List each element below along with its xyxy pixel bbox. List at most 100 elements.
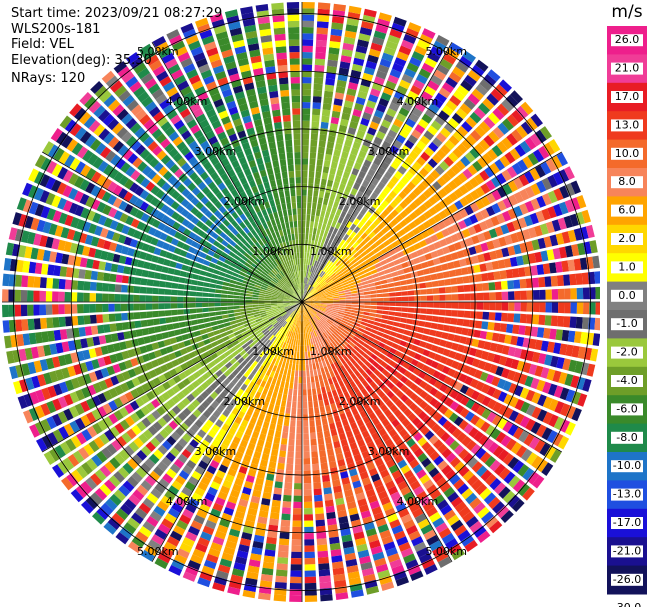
velocity-gate xyxy=(249,553,262,562)
velocity-gate xyxy=(174,231,183,240)
velocity-gate xyxy=(258,293,266,297)
velocity-gate xyxy=(428,467,440,478)
velocity-gate xyxy=(203,559,217,570)
velocity-gate xyxy=(146,279,154,287)
velocity-gate xyxy=(396,112,407,123)
velocity-gate xyxy=(96,282,103,292)
velocity-gate xyxy=(319,307,326,311)
velocity-gate xyxy=(308,170,315,178)
velocity-gate xyxy=(197,257,205,264)
velocity-gate xyxy=(425,315,433,322)
velocity-gate xyxy=(215,284,223,290)
velocity-gate xyxy=(353,218,360,226)
velocity-gate xyxy=(411,129,422,140)
velocity-gate xyxy=(463,423,474,435)
velocity-gate xyxy=(208,293,215,298)
velocity-gate xyxy=(97,215,107,226)
velocity-gate xyxy=(223,377,231,386)
velocity-gate xyxy=(424,146,435,157)
velocity-gate xyxy=(319,216,324,224)
velocity-gate xyxy=(442,420,453,431)
velocity-gate xyxy=(245,302,253,305)
velocity-gate xyxy=(303,408,308,415)
velocity-gate xyxy=(87,153,99,166)
velocity-gate xyxy=(326,320,333,326)
velocity-gate xyxy=(575,273,583,285)
velocity-gate xyxy=(475,418,486,429)
velocity-gate xyxy=(511,268,520,278)
velocity-gate xyxy=(248,330,255,336)
velocity-gate xyxy=(260,344,267,351)
velocity-gate xyxy=(353,251,360,259)
velocity-gate xyxy=(82,349,91,360)
velocity-gate xyxy=(163,371,172,380)
velocity-gate xyxy=(438,199,448,209)
velocity-gate xyxy=(62,200,73,212)
velocity-gate xyxy=(385,340,394,347)
velocity-gate xyxy=(270,397,276,405)
velocity-gate xyxy=(287,317,292,323)
velocity-gate xyxy=(383,239,391,247)
velocity-gate xyxy=(424,274,432,282)
velocity-gate xyxy=(323,258,329,266)
velocity-gate xyxy=(369,500,380,510)
velocity-gate xyxy=(210,481,221,491)
velocity-gate xyxy=(205,377,214,386)
velocity-gate xyxy=(536,327,545,338)
velocity-gate xyxy=(221,552,234,562)
velocity-gate xyxy=(495,249,504,259)
velocity-gate xyxy=(284,476,293,483)
velocity-gate xyxy=(480,208,490,219)
velocity-gate xyxy=(347,179,355,188)
velocity-gate xyxy=(303,458,311,465)
velocity-gate xyxy=(474,143,486,155)
velocity-gate xyxy=(337,426,345,435)
velocity-gate xyxy=(140,177,151,188)
velocity-gate xyxy=(398,323,406,329)
velocity-gate xyxy=(337,288,345,292)
velocity-gate xyxy=(502,210,512,222)
velocity-gate xyxy=(328,173,335,181)
velocity-gate xyxy=(283,305,291,308)
velocity-gate xyxy=(181,448,192,459)
velocity-gate xyxy=(228,580,242,590)
velocity-gate xyxy=(292,312,297,319)
velocity-gate xyxy=(346,565,359,574)
velocity-gate xyxy=(264,549,276,557)
velocity-gate xyxy=(339,333,346,340)
velocity-gate xyxy=(502,490,516,504)
velocity-gate xyxy=(414,377,423,386)
velocity-gate xyxy=(470,202,480,213)
velocity-gate xyxy=(303,264,306,271)
velocity-gate xyxy=(127,285,134,293)
velocity-gate xyxy=(192,225,201,234)
velocity-gate xyxy=(112,184,123,196)
velocity-gate xyxy=(362,72,374,82)
velocity-gate xyxy=(540,250,549,262)
velocity-gate xyxy=(108,400,118,411)
velocity-gate xyxy=(311,324,315,332)
velocity-gate xyxy=(129,194,139,205)
velocity-gate xyxy=(283,419,290,427)
velocity-gate xyxy=(489,292,496,301)
velocity-gate xyxy=(319,581,332,589)
velocity-gate xyxy=(424,564,438,575)
velocity-gate xyxy=(326,298,334,301)
velocity-gate xyxy=(201,565,215,576)
velocity-gate xyxy=(333,298,340,301)
velocity-gate xyxy=(418,552,433,564)
velocity-gate xyxy=(302,120,310,128)
velocity-gate xyxy=(302,320,304,327)
velocity-gate xyxy=(310,325,314,332)
velocity-gate xyxy=(313,307,320,311)
velocity-gate xyxy=(205,219,213,228)
velocity-gate xyxy=(335,420,343,429)
velocity-gate xyxy=(333,361,340,369)
velocity-gate xyxy=(362,353,370,360)
velocity-gate xyxy=(292,520,302,527)
velocity-gate xyxy=(347,436,356,445)
velocity-gate xyxy=(280,380,285,388)
velocity-gate xyxy=(361,179,370,188)
velocity-gate xyxy=(480,350,490,361)
velocity-gate xyxy=(102,416,114,428)
